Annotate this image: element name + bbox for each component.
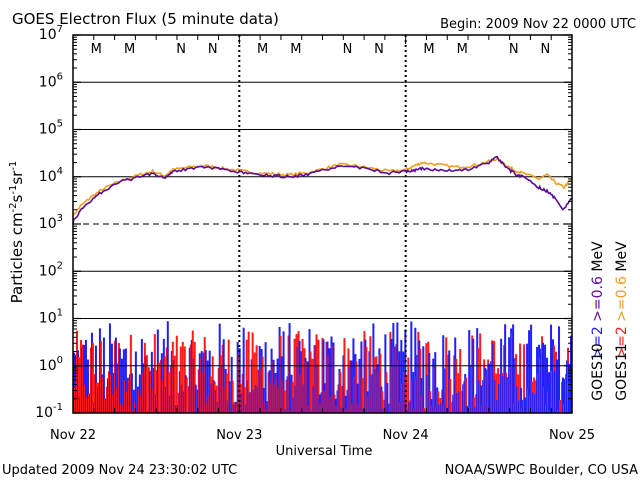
legend-col2-b: >=0.6 — [614, 276, 630, 322]
y-tick-label: 10-1 — [35, 402, 63, 421]
goes10-0-6-mev-line — [72, 155, 573, 224]
x-tick-label: Nov 23 — [216, 428, 262, 443]
top-marker: N — [208, 42, 218, 57]
ylabel-exp3: -1 — [8, 161, 19, 171]
x-tick-label: Nov 24 — [383, 428, 429, 443]
y-axis-label: Particles cm-2s-1sr-1 — [8, 161, 26, 304]
top-marker: N — [541, 42, 551, 57]
y-tick-label: 101 — [39, 308, 63, 327]
legend-col1: >=2 >=0.6 MeV — [590, 241, 606, 359]
top-marker: M — [257, 42, 268, 57]
updated-label: Updated 2009 Nov 24 23:30:02 UTC — [2, 463, 237, 478]
y-tick-label: 106 — [39, 71, 63, 90]
x-tick-label: Nov 22 — [50, 428, 96, 443]
top-marker: M — [423, 42, 434, 57]
top-marker: M — [124, 42, 135, 57]
svg-text:Particles cm-2s-1sr-1: Particles cm-2s-1sr-1 — [8, 161, 26, 304]
legend-col1-c: MeV — [590, 241, 606, 272]
legend-sat2: GOES11 — [614, 343, 630, 400]
x-tick-label: Nov 25 — [549, 428, 595, 443]
y-tick-label: 105 — [39, 119, 63, 138]
y-tick-label: 103 — [39, 213, 63, 232]
legend-col2: >=2 >=0.6 MeV — [614, 241, 630, 359]
begin-label: Begin: 2009 Nov 22 0000 UTC — [440, 17, 636, 32]
y-tick-label: 102 — [39, 260, 63, 279]
legend-sat1: GOES10 — [590, 343, 606, 400]
top-marker: M — [457, 42, 468, 57]
y-tick-label: 100 — [39, 355, 63, 374]
axes: 10-1 100 101 102 103 104 105 106 107 Nov 22 Nov 23… — [35, 24, 595, 443]
legend-col1-b: >=0.6 — [590, 276, 606, 322]
top-marker: N — [509, 42, 519, 57]
two-mev-flux-bars — [72, 321, 574, 413]
y-tick-label: 104 — [39, 166, 63, 185]
ylabel-base: Particles cm — [8, 212, 26, 303]
top-marker: M — [91, 42, 102, 57]
source-label: NOAA/SWPC Boulder, CO USA — [445, 463, 638, 478]
legend-col1-a: >=2 — [590, 326, 606, 358]
legend-col2-a: >=2 — [614, 326, 630, 358]
x-axis-title: Universal Time — [276, 444, 373, 459]
chart-title: GOES Electron Flux (5 minute data) — [12, 10, 279, 28]
top-marker: N — [374, 42, 384, 57]
goes11-0-6-mev-line — [72, 156, 573, 218]
y-tick-label: 107 — [39, 24, 63, 43]
ylabel-mid2: sr — [8, 170, 26, 185]
ylabel-exp2: -1 — [8, 185, 19, 195]
top-marker: N — [176, 42, 186, 57]
ylabel-exp1: -2 — [8, 202, 19, 212]
series-lines — [72, 155, 573, 224]
top-marker: N — [343, 42, 353, 57]
top-marker: M — [290, 42, 301, 57]
right-legend: >=2 >=0.6 MeV >=2 >=0.6 MeV GOES10 GOES1… — [590, 241, 630, 401]
legend-col2-c: MeV — [614, 241, 630, 272]
ylabel-mid1: s — [8, 194, 26, 202]
